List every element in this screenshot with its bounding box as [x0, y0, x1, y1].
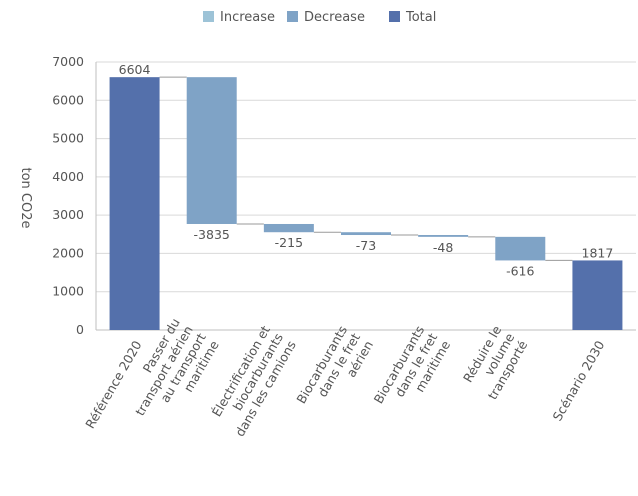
x-tick-label: Scénario 2030: [549, 338, 607, 424]
data-label: 1817: [582, 245, 614, 260]
waterfall-bar: [341, 232, 391, 236]
y-axis-label: ton CO2e: [18, 167, 33, 228]
y-tick-label: 3000: [52, 207, 84, 222]
waterfall-bar: [186, 77, 237, 224]
y-tick-label: 4000: [52, 169, 84, 184]
y-tick-label: 6000: [52, 92, 84, 107]
y-tick-label: 0: [76, 322, 84, 337]
legend-swatch: [389, 11, 400, 22]
data-label: 6604: [119, 62, 151, 77]
data-label: -215: [275, 235, 303, 250]
y-tick-label: 5000: [52, 131, 84, 146]
waterfall-bar: [495, 236, 546, 261]
waterfall-bar: [572, 260, 623, 330]
x-tick-label: Référence 2020: [82, 338, 144, 431]
waterfall-bar: [418, 235, 469, 237]
x-tick-label-line: Référence 2020: [82, 338, 144, 431]
y-tick-label: 2000: [52, 245, 84, 260]
y-tick-label: 7000: [52, 54, 84, 69]
y-tick-label: 1000: [52, 284, 84, 299]
waterfall-bar: [109, 77, 160, 331]
data-label: -3835: [194, 227, 230, 242]
data-label: -616: [506, 263, 534, 278]
data-label: -73: [356, 238, 376, 253]
legend-swatch: [287, 11, 298, 22]
legend-label: Decrease: [304, 10, 365, 25]
waterfall-bar: [263, 223, 314, 233]
x-tick-label-line: Scénario 2030: [549, 338, 607, 424]
legend-label: Increase: [220, 10, 275, 25]
data-label: -48: [433, 240, 453, 255]
legend-label: Total: [405, 10, 436, 25]
legend-swatch: [203, 11, 214, 22]
